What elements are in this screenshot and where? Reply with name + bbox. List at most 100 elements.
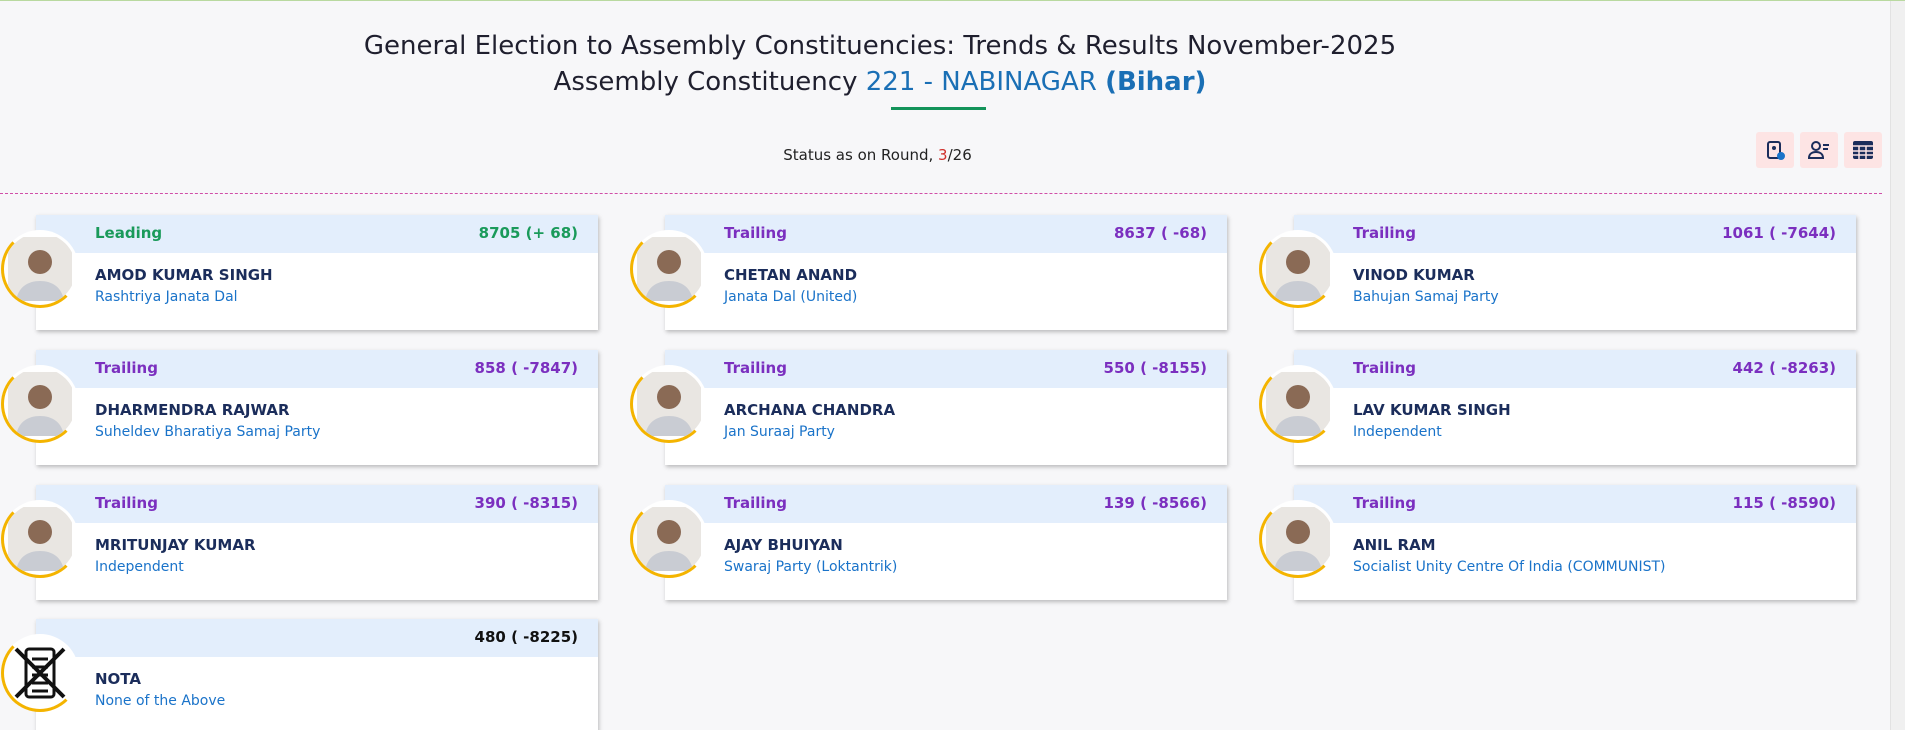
candidate-card: Trailing 8637 ( -68) CHETAN ANAND Janata Da… xyxy=(630,215,1227,330)
state: (Bihar) xyxy=(1105,67,1207,97)
separator-line xyxy=(0,193,1882,194)
title-underline xyxy=(891,107,986,110)
candidate-photo xyxy=(630,230,708,308)
vote-count: 858 ( -7847) xyxy=(474,359,578,377)
current-round: 3 xyxy=(938,146,948,164)
vote-count: 442 ( -8263) xyxy=(1732,359,1836,377)
avatar xyxy=(637,372,701,436)
vote-count: 8637 ( -68) xyxy=(1113,224,1207,242)
constituency: 221 - NABINAGAR xyxy=(865,67,1097,97)
avatar xyxy=(1266,237,1330,301)
card-header xyxy=(1294,215,1856,253)
candidate-card: Trailing 858 ( -7847) DHARMENDRA RAJWAR Suh… xyxy=(1,350,598,465)
candidate-status: Trailing xyxy=(95,494,158,512)
vote-count: 8705 (+ 68) xyxy=(478,224,578,242)
vote-count: 1061 ( -7644) xyxy=(1722,224,1836,242)
candidate-name: MRITUNJAY KUMAR xyxy=(95,536,256,554)
candidate-photo xyxy=(1259,365,1337,443)
candidate-photo xyxy=(1,634,79,712)
card-header xyxy=(665,215,1227,253)
card-header xyxy=(36,485,598,523)
candidate-name: DHARMENDRA RAJWAR xyxy=(95,401,290,419)
total-rounds: 26 xyxy=(952,146,972,164)
candidate-name: VINOD KUMAR xyxy=(1353,266,1475,284)
candidate-status: Trailing xyxy=(1353,224,1416,242)
avatar xyxy=(8,237,72,301)
party-name: Jan Suraaj Party xyxy=(724,424,835,440)
party-name: Suheldev Bharatiya Samaj Party xyxy=(95,424,321,440)
candidate-name: NOTA xyxy=(95,670,141,688)
avatar xyxy=(1266,507,1330,571)
card-header xyxy=(665,485,1227,523)
candidate-photo xyxy=(1259,230,1337,308)
avatar xyxy=(637,237,701,301)
candidate-photo xyxy=(1,500,79,578)
card-header xyxy=(36,215,598,253)
icon xyxy=(1853,141,1873,159)
candidate-photo xyxy=(1,365,79,443)
avatar xyxy=(1266,372,1330,436)
nota-icon xyxy=(14,647,66,699)
candidate-status: Trailing xyxy=(724,494,787,512)
candidate-status: Leading xyxy=(95,224,163,242)
party-name: Independent xyxy=(1353,424,1442,440)
card-header xyxy=(665,350,1227,388)
candidate-name: AMOD KUMAR SINGH xyxy=(95,266,273,284)
party-name: Rashtriya Janata Dal xyxy=(95,289,238,305)
candidate-photo xyxy=(630,365,708,443)
candidate-status: Trailing xyxy=(1353,494,1416,512)
scrollbar xyxy=(1890,1,1905,730)
candidate-card: 480 ( -8225) NOTA None of the Above xyxy=(1,619,598,730)
candidate-name: ANIL RAM xyxy=(1353,536,1436,554)
party-name: Socialist Unity Centre Of India (COMMUNI… xyxy=(1353,559,1666,575)
party-name: Bahujan Samaj Party xyxy=(1353,289,1499,305)
vote-count: 390 ( -8315) xyxy=(474,494,578,512)
candidate-card: Trailing 550 ( -8155) ARCHANA CHANDRA Jan S… xyxy=(630,350,1227,465)
icon xyxy=(1767,141,1785,160)
icon xyxy=(1807,141,1829,159)
avatar xyxy=(8,372,72,436)
party-name: Independent xyxy=(95,559,184,575)
page-title: General Election to Assembly Constituenc… xyxy=(363,31,1397,61)
candidate-card: Trailing 139 ( -8566) AJAY BHUIYAN Swaraj P… xyxy=(630,485,1227,600)
party-name: Swaraj Party (Loktantrik) xyxy=(724,559,898,575)
candidate-status: Trailing xyxy=(724,224,787,242)
candidate-card: Trailing 390 ( -8315) MRITUNJAY KUMAR Indep… xyxy=(1,485,598,600)
vote-count: 139 ( -8566) xyxy=(1103,494,1207,512)
chart-view-button[interactable] xyxy=(1756,132,1794,168)
avatar xyxy=(637,507,701,571)
candidate-card: Trailing 442 ( -8263) LAV KUMAR SINGH Indep… xyxy=(1259,350,1856,465)
candidate-name: CHETAN ANAND xyxy=(724,266,858,284)
table-view-button[interactable] xyxy=(1844,132,1882,168)
card-header xyxy=(1294,350,1856,388)
candidate-status: Trailing xyxy=(95,359,158,377)
candidate-card: Trailing 1061 ( -7644) VINOD KUMAR Bahujan … xyxy=(1259,215,1856,330)
candidate-photo xyxy=(1259,500,1337,578)
vote-count: 115 ( -8590) xyxy=(1732,494,1836,512)
card-header xyxy=(36,350,598,388)
page-subtitle: Assembly Constituency 221 - NABINAGAR (B… xyxy=(0,67,1760,97)
card-header xyxy=(1294,485,1856,523)
candidate-name: LAV KUMAR SINGH xyxy=(1353,401,1511,419)
candidate-photo xyxy=(630,500,708,578)
candidate-view-button[interactable] xyxy=(1800,132,1838,168)
candidate-card: Trailing 115 ( -8590) ANIL RAM Socialist Un… xyxy=(1259,485,1856,600)
party-name: None of the Above xyxy=(95,693,226,709)
round-status: Status as on Round, 3/26 xyxy=(0,146,1755,164)
vote-count: 550 ( -8155) xyxy=(1103,359,1207,377)
candidate-status: Trailing xyxy=(1353,359,1416,377)
vote-count: 480 ( -8225) xyxy=(474,628,578,646)
candidate-name: AJAY BHUIYAN xyxy=(724,536,843,554)
subtitle-prefix: Assembly Constituency xyxy=(553,67,858,97)
candidate-name: ARCHANA CHANDRA xyxy=(724,401,896,419)
candidate-card: Leading 8705 (+ 68) AMOD KUMAR SINGH Rashtr… xyxy=(1,215,598,330)
round-separator: / xyxy=(947,146,953,164)
card-header xyxy=(36,619,598,657)
status-label: Status as on Round, xyxy=(783,146,934,164)
avatar xyxy=(8,507,72,571)
candidate-status: Trailing xyxy=(724,359,787,377)
party-name: Janata Dal (United) xyxy=(724,289,858,305)
candidate-photo xyxy=(1,230,79,308)
